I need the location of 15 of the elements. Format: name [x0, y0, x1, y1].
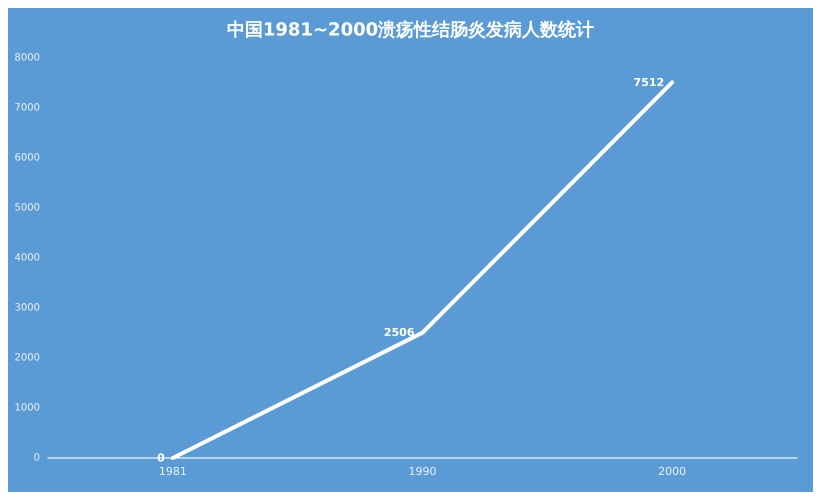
data-label: 7512: [634, 76, 664, 89]
y-tick-label: 4000: [14, 252, 40, 264]
x-tick-label: 2000: [658, 465, 686, 478]
y-tick-label: 6000: [14, 152, 40, 164]
data-label: 2506: [384, 326, 415, 340]
y-tick-label: 0: [34, 452, 40, 464]
y-tick-label: 3000: [14, 302, 40, 314]
y-tick-label: 1000: [14, 402, 40, 414]
y-tick-label: 8000: [14, 52, 40, 64]
chart-title: 中国1981~2000溃疡性结肠炎发病人数统计: [226, 20, 594, 40]
y-tick-label: 2000: [14, 352, 40, 364]
y-tick-label: 5000: [14, 202, 40, 214]
x-tick-label: 1981: [158, 465, 187, 478]
x-tick-label: 1990: [408, 465, 436, 478]
y-tick-label: 7000: [14, 102, 40, 114]
